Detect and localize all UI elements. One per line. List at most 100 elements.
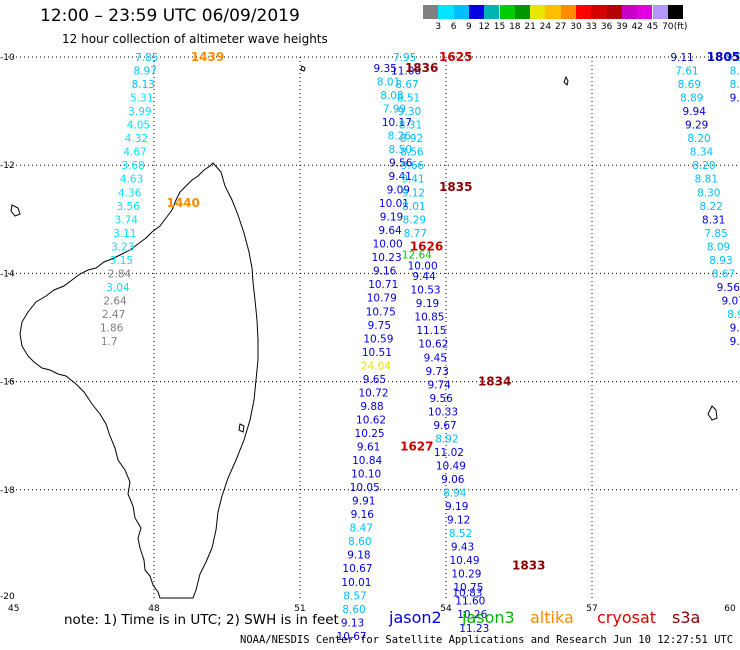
wave-height-value: 8.3 <box>730 66 740 78</box>
wave-height-value: 9.9 <box>730 336 740 348</box>
wave-height-value: 10.71 <box>368 279 398 291</box>
legend-swatch <box>545 5 561 19</box>
wave-height-value: 9.41 <box>401 174 424 186</box>
wave-height-value: 8.31 <box>702 214 725 226</box>
legend-swatch <box>499 5 515 19</box>
wave-height-value: 1.7 <box>101 336 118 348</box>
pass-time-label: 1440 <box>166 196 199 210</box>
wave-height-value: 9.30 <box>398 106 421 118</box>
wave-height-value: 9.1 <box>730 93 740 105</box>
wave-height-value: 8.22 <box>700 201 723 213</box>
wave-height-value: 9.19 <box>445 501 468 513</box>
wave-height-value: 9.12 <box>402 187 425 199</box>
track-b: 9.358.01 8.087.99 10.178.26 8.509.56 9.41 9.0… <box>337 63 413 643</box>
madagascar-coastline <box>19 162 259 599</box>
legend-swatch <box>652 5 668 19</box>
wave-height-value: 8.67 <box>712 268 735 280</box>
wave-height-value: 8.77 <box>404 228 427 240</box>
track-d: 12.6410.009.4410.539.1910.8511.1510.629.… <box>402 249 489 634</box>
wave-height-value: 7.85 <box>135 52 158 64</box>
wave-height-value: 8.92 <box>435 433 458 445</box>
wave-height-value: 10.01 <box>379 198 409 210</box>
small-island-coastline <box>563 75 569 86</box>
wave-height-value: 9.35 <box>373 63 396 75</box>
legend-swatch <box>514 5 531 19</box>
wave-height-value: 9.16 <box>373 266 397 278</box>
small-island-coastline-2 <box>10 204 21 217</box>
wave-height-value: 9.44 <box>412 271 436 283</box>
wave-height-value: 2.47 <box>102 309 125 321</box>
wave-height-value: 8.34 <box>690 147 714 159</box>
wave-height-value: 10.75 <box>366 306 396 318</box>
wave-height-value: 9.09 <box>387 185 410 197</box>
wave-height-value: 10.33 <box>428 406 458 418</box>
wave-height-value: 3.74 <box>115 214 139 226</box>
wave-height-value: 9.56 <box>429 393 453 405</box>
legend-label: 12 <box>478 22 490 32</box>
legend-label: 45 <box>646 22 659 32</box>
wave-height-value: 9.56 <box>389 157 413 169</box>
wave-height-value: 10.00 <box>373 239 403 251</box>
coastline <box>10 65 718 599</box>
legend-swatch <box>530 5 546 19</box>
wave-height-value: 12.64 <box>402 249 432 261</box>
wave-height-value: 11.15 <box>416 325 446 337</box>
track-e: 9.117.618.698.899.949.298.208.348.208.81… <box>670 52 740 348</box>
wave-height-value: 8.57 <box>343 590 366 602</box>
pass-time-label: 1835 <box>439 180 472 194</box>
pass-time-label: 1805 <box>707 50 740 64</box>
note-text: note: 1) Time is in UTC; 2) SWH is in fe… <box>64 612 339 628</box>
wave-height-value: 10.59 <box>363 333 393 345</box>
wave-height-value: 10.17 <box>382 117 412 129</box>
track-a: 7.85 8.978.13 5.313.99 4.054.32 4.673.68 4.63… <box>100 52 158 348</box>
wave-height-value: 10.10 <box>351 469 381 481</box>
wave-height-value: 2.64 <box>103 295 127 307</box>
wave-height-value: 8.50 <box>389 144 412 156</box>
wave-height-value: 10.00 <box>408 260 438 272</box>
wave-height-value: 10.84 <box>352 455 382 467</box>
legend-swatch <box>560 5 576 19</box>
wave-height-value: 9.29 <box>685 120 708 132</box>
wave-height-value: 8.60 <box>342 604 365 616</box>
wave-height-value: 9.19 <box>416 298 439 310</box>
wave-height-value: 10.23 <box>372 252 402 264</box>
wave-height-value: 8.30 <box>697 187 720 199</box>
wave-height-value: 11.06 <box>391 66 421 78</box>
legend-label: 33 <box>585 22 598 32</box>
wave-height-value: 10.72 <box>358 387 388 399</box>
wave-height-value: 4.36 <box>118 187 142 199</box>
lon-tick-label: 57 <box>586 604 597 614</box>
wave-height-value: 8.9 <box>727 309 740 321</box>
wave-height-value: 9.07 <box>721 295 740 307</box>
lat-tick-label: -20 <box>0 592 15 602</box>
wave-height-value: 8.08 <box>380 90 403 102</box>
wave-height-value: 10.85 <box>414 312 444 324</box>
satellite-label: jason2 <box>389 608 442 627</box>
wave-height-value: 4.05 <box>127 120 150 132</box>
pass-time-labels: 1439 1440 1625 1626 1627 1836 1835 1834 1833 1805 <box>166 50 740 573</box>
legend-label: 3 <box>435 22 442 32</box>
lat-tick-label: -12 <box>0 161 15 171</box>
legend-swatch <box>667 5 684 19</box>
wave-height-value: 9.94 <box>683 106 707 118</box>
wave-height-value: 11.23 <box>459 623 489 635</box>
lat-tick-label: -10 <box>0 53 15 63</box>
wave-height-value: 9.95 <box>726 52 740 64</box>
wave-height-value: 10.62 <box>418 339 448 351</box>
wave-height-value: 3.15 <box>110 255 133 267</box>
wave-height-value: 24.04 <box>361 360 391 372</box>
pass-time-label: 1834 <box>478 375 511 389</box>
pass-time-label: 1833 <box>512 559 545 573</box>
legend-label: 70 <box>662 22 674 32</box>
legend-swatch <box>606 5 622 19</box>
wave-height-value: 9.18 <box>347 550 370 562</box>
legend-label: 18 <box>509 22 521 32</box>
legend-swatch <box>438 5 454 19</box>
wave-height-value: 10.83 <box>452 588 482 600</box>
wave-height-value: 7.61 <box>675 66 698 78</box>
lon-tick-label: 54 <box>440 604 452 614</box>
wave-height-value: 9.43 <box>451 542 474 554</box>
legend-swatch <box>637 5 653 19</box>
wave-height-value: 2.84 <box>108 268 132 280</box>
lon-tick-label: 45 <box>8 604 19 614</box>
